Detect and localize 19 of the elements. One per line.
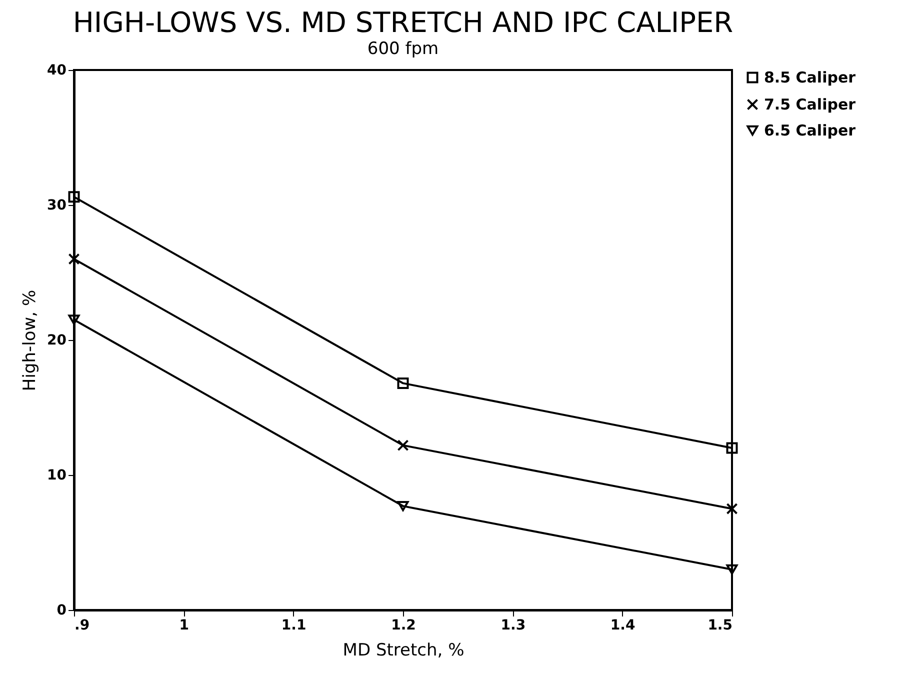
x-tick-label: 1 [179, 618, 190, 634]
chart-subtitle: 600 fpm [367, 39, 439, 59]
x-tick-label: 1.5 [708, 618, 732, 634]
legend-label: 6.5 Caliper [764, 122, 856, 140]
y-tick-label: 0 [56, 602, 67, 618]
y-tick-label: 10 [47, 468, 67, 484]
y-axis-title: High-low, % [20, 290, 40, 392]
x-axis-title: MD Stretch, % [342, 640, 464, 660]
x-tick-label: 1.1 [281, 618, 306, 634]
x-tick-label: 1.3 [500, 618, 526, 634]
y-tick-label: 20 [47, 332, 67, 348]
legend-label: 8.5 Caliper [764, 68, 856, 86]
x-tick-label: 1.4 [610, 618, 636, 634]
x-tick-label: .9 [74, 618, 90, 634]
legend-label: 7.5 Caliper [764, 96, 856, 114]
x-tick-label: 1.2 [391, 618, 416, 634]
chart-title: HIGH-LOWS VS. MD STRETCH AND IPC CALIPER [72, 6, 734, 39]
y-tick-label: 30 [47, 198, 67, 214]
y-tick-label: 40 [47, 62, 67, 78]
